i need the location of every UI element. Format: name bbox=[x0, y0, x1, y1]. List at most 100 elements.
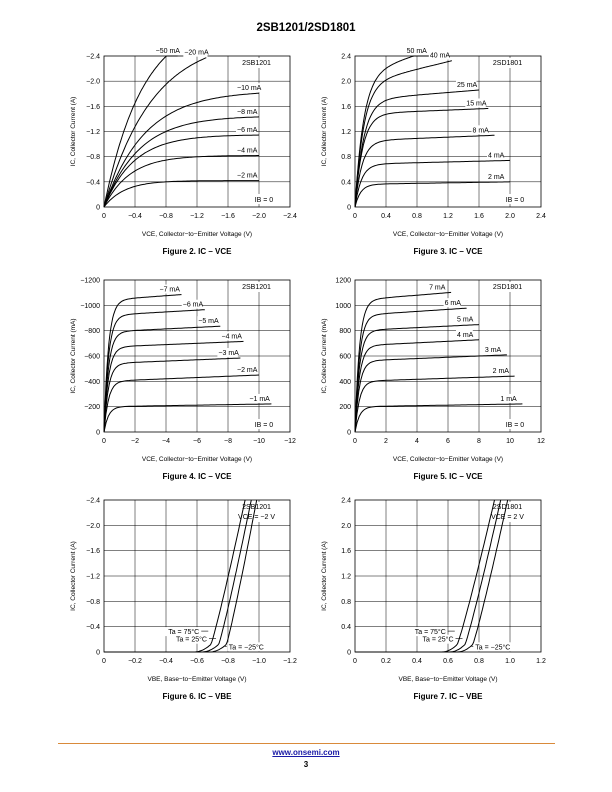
y-tick-label: −400 bbox=[84, 379, 100, 386]
x-tick-label: −12 bbox=[284, 438, 296, 445]
series-label-bg bbox=[154, 46, 179, 55]
series-line bbox=[103, 116, 260, 208]
y-tick-label: 1200 bbox=[335, 278, 351, 285]
figure-caption: Figure 2. IC – VCE bbox=[163, 247, 233, 256]
y-tick-label: 800 bbox=[339, 328, 351, 335]
series-line bbox=[103, 55, 178, 208]
series-label: 1 mA bbox=[500, 396, 517, 403]
x-tick-label: −2.0 bbox=[252, 213, 266, 220]
series-label: −1 mA bbox=[249, 396, 270, 403]
y-tick-label: −1000 bbox=[80, 303, 100, 310]
y-tick-label: 0.4 bbox=[341, 624, 351, 631]
footer-link[interactable]: www.onsemi.com bbox=[272, 748, 340, 757]
x-tick-label: 0 bbox=[102, 213, 106, 220]
plot-frame bbox=[103, 279, 291, 433]
y-tick-label: 1000 bbox=[335, 303, 351, 310]
annotation-bg bbox=[485, 282, 530, 292]
y-axis-label: IC, Collector Current (A) bbox=[70, 97, 77, 167]
x-tick-label: 4 bbox=[415, 438, 419, 445]
x-tick-label: −1.0 bbox=[252, 658, 266, 665]
page-number: 3 bbox=[303, 760, 309, 769]
device-annotation: 2SB1201 bbox=[242, 60, 271, 67]
ib-zero-label: IB = 0 bbox=[255, 422, 274, 429]
series-label: −50 mA bbox=[156, 48, 181, 55]
series-line bbox=[103, 294, 182, 433]
plot-frame bbox=[354, 279, 542, 433]
x-tick-label: −6 bbox=[193, 438, 201, 445]
series-label: Ta = 25°C bbox=[422, 636, 453, 644]
series-label-bg bbox=[236, 145, 257, 155]
x-tick-label: 0 bbox=[353, 658, 357, 665]
y-tick-label: −2.4 bbox=[86, 498, 100, 505]
series-label-bg bbox=[236, 170, 257, 180]
y-tick-label: −2.0 bbox=[86, 523, 100, 530]
series-label: 40 mA bbox=[430, 53, 451, 60]
series-line bbox=[103, 180, 259, 208]
series-line bbox=[103, 57, 207, 208]
series-line bbox=[354, 159, 511, 208]
series-label: −5 mA bbox=[198, 318, 219, 325]
series-line bbox=[103, 92, 260, 208]
series-label-bg bbox=[456, 314, 473, 324]
series-line bbox=[103, 340, 244, 433]
x-tick-label: −0.6 bbox=[190, 658, 204, 665]
y-tick-label: −0.4 bbox=[86, 624, 100, 631]
ib-zero-label: IB = 0 bbox=[506, 422, 525, 429]
y-tick-label: −0.4 bbox=[86, 179, 100, 186]
y-tick-label: 2.0 bbox=[341, 523, 351, 530]
x-tick-label: −1.2 bbox=[190, 213, 204, 220]
y-tick-label: 1.6 bbox=[341, 104, 351, 111]
y-tick-label: 400 bbox=[339, 379, 351, 386]
x-tick-label: −10 bbox=[253, 438, 265, 445]
x-tick-label: −0.8 bbox=[221, 658, 235, 665]
series-label: Ta = 75°C bbox=[168, 628, 199, 636]
x-tick-label: 0.6 bbox=[443, 658, 453, 665]
x-tick-label: −1.2 bbox=[283, 658, 297, 665]
series-label: −2 mA bbox=[237, 173, 258, 180]
series-label-bg bbox=[491, 366, 509, 376]
series-label: −2 mA bbox=[237, 367, 258, 374]
y-tick-label: 200 bbox=[339, 404, 351, 411]
series-label: 4 mA bbox=[457, 332, 474, 339]
x-tick-label: 0.8 bbox=[412, 213, 422, 220]
y-axis-label: IC, Collector Current (mA) bbox=[321, 318, 328, 393]
series-line bbox=[104, 499, 252, 653]
y-tick-label: 1.6 bbox=[341, 548, 351, 555]
series-label: 25 mA bbox=[457, 82, 478, 89]
x-axis-label: VCE, Collector−to−Emitter Voltage (V) bbox=[142, 456, 252, 463]
ib-zero-label: IB = 0 bbox=[506, 197, 525, 204]
series-line bbox=[354, 339, 480, 433]
y-tick-label: 0.8 bbox=[341, 154, 351, 161]
series-label-bg bbox=[236, 83, 261, 93]
x-tick-label: 0 bbox=[353, 213, 357, 220]
x-tick-label: 0.4 bbox=[412, 658, 422, 665]
y-tick-label: −200 bbox=[84, 404, 100, 411]
series-label-bg bbox=[217, 348, 238, 358]
device-annotation: 2SD1801 bbox=[493, 60, 522, 67]
series-label-bg bbox=[411, 627, 447, 637]
page-title: 2SB1201/2SD1801 bbox=[256, 22, 356, 34]
x-axis-label: VCE, Collector−to−Emitter Voltage (V) bbox=[142, 231, 252, 238]
y-tick-label: −0.8 bbox=[86, 154, 100, 161]
y-tick-label: 0 bbox=[96, 650, 100, 657]
series-label-bg bbox=[236, 106, 257, 116]
series-label-bg bbox=[181, 299, 203, 309]
y-tick-label: −1.2 bbox=[86, 129, 100, 136]
series-label-bg bbox=[456, 79, 477, 89]
series-label: 2 mA bbox=[488, 174, 505, 181]
series-line bbox=[104, 499, 258, 653]
series-line bbox=[355, 499, 502, 653]
series-line bbox=[354, 89, 480, 208]
series-line bbox=[103, 134, 260, 208]
series-label-bg bbox=[428, 50, 450, 60]
x-tick-label: 1.2 bbox=[443, 213, 453, 220]
series-label: 50 mA bbox=[407, 48, 428, 55]
series-label: Ta = −25°C bbox=[229, 643, 264, 651]
series-label: −4 mA bbox=[237, 148, 258, 155]
y-tick-label: 0 bbox=[96, 430, 100, 437]
x-tick-label: 0 bbox=[102, 438, 106, 445]
series-label-bg bbox=[483, 344, 501, 354]
x-tick-label: −0.4 bbox=[128, 213, 142, 220]
